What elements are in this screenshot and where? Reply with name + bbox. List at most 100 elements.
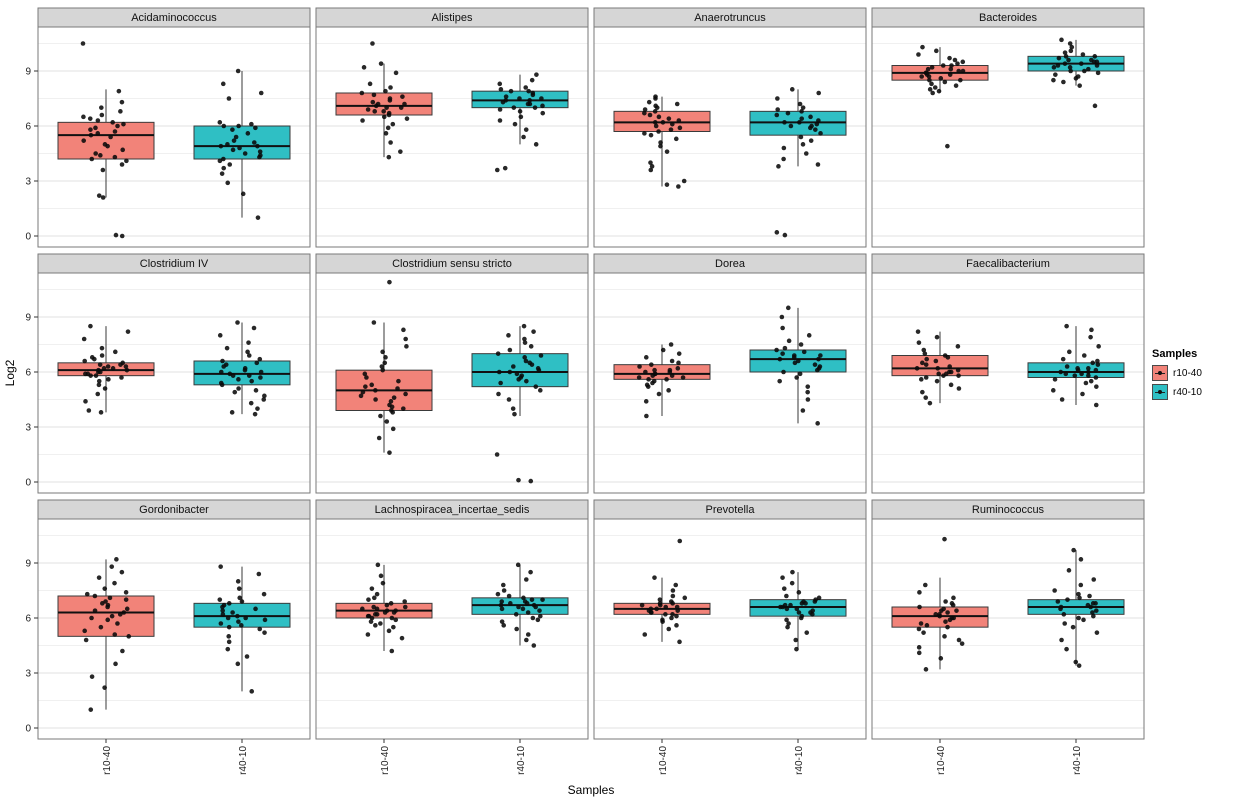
data-point — [236, 619, 241, 624]
data-point — [123, 597, 129, 602]
data-point — [383, 131, 389, 136]
data-point — [1052, 588, 1057, 593]
data-point — [945, 624, 950, 630]
data-point — [226, 639, 232, 645]
data-point — [243, 615, 248, 621]
data-point — [361, 65, 367, 70]
data-point — [218, 143, 224, 149]
data-point — [950, 602, 956, 608]
data-point — [774, 230, 780, 235]
data-point — [1086, 369, 1091, 375]
panel-background — [594, 27, 866, 247]
data-point — [507, 369, 513, 375]
data-point — [248, 400, 254, 406]
data-point — [1095, 358, 1100, 364]
data-point — [123, 364, 129, 369]
points-r10-40 — [81, 323, 131, 415]
data-point — [387, 279, 392, 285]
data-point — [510, 406, 516, 411]
data-point — [402, 599, 407, 604]
data-point — [815, 421, 820, 426]
data-point — [521, 134, 526, 140]
data-point — [93, 125, 98, 131]
data-point — [782, 232, 788, 238]
data-point — [255, 143, 260, 149]
data-point — [1062, 61, 1068, 66]
data-point — [1067, 65, 1073, 70]
data-point — [517, 96, 522, 101]
data-point — [921, 347, 927, 353]
data-point — [774, 347, 779, 353]
plot-area: Acidaminococcus 0 3 6 9 Alistipes Anaerotruncu… — [25, 7, 1145, 775]
data-point — [102, 586, 108, 591]
points-r40-10 — [494, 323, 544, 484]
facet-title: Alistipes — [432, 12, 473, 24]
data-point — [1066, 57, 1071, 63]
data-point — [497, 118, 503, 123]
data-point — [372, 612, 378, 617]
legend-entry-r40-10[interactable]: r40-10 — [1152, 384, 1238, 400]
data-point — [533, 384, 539, 389]
data-point — [663, 604, 669, 610]
data-point — [395, 386, 400, 391]
points-r10-40 — [358, 279, 409, 455]
data-point — [801, 349, 807, 355]
data-point — [784, 617, 789, 623]
data-point — [528, 344, 534, 349]
data-point — [798, 615, 804, 621]
data-point — [794, 606, 800, 612]
data-point — [82, 358, 88, 364]
data-point — [499, 619, 505, 624]
data-point — [916, 626, 922, 632]
data-point — [791, 355, 797, 360]
box-r40-10 — [471, 353, 569, 388]
data-point — [923, 395, 929, 400]
data-point — [1056, 55, 1062, 61]
data-point — [254, 360, 260, 366]
data-point — [796, 590, 802, 595]
legend-entry-r10-40[interactable]: r10-40 — [1152, 365, 1238, 381]
data-point — [121, 610, 127, 615]
x-tick-label: r10-40 — [936, 746, 947, 775]
data-point — [220, 604, 225, 610]
data-point — [923, 375, 929, 380]
data-point — [818, 131, 823, 136]
data-point — [959, 641, 965, 646]
data-point — [237, 145, 242, 151]
data-point — [118, 362, 123, 367]
data-point — [262, 630, 267, 635]
data-point — [498, 602, 504, 608]
data-point — [106, 377, 111, 382]
data-point — [257, 356, 263, 362]
data-point — [942, 634, 947, 639]
data-point — [953, 83, 959, 88]
data-point — [955, 61, 960, 66]
data-point — [643, 355, 649, 360]
data-point — [231, 138, 237, 143]
data-point — [1078, 582, 1084, 588]
data-point — [666, 626, 672, 632]
data-point — [794, 646, 799, 652]
facet-Dorea: Dorea — [593, 253, 867, 494]
data-point — [1055, 599, 1061, 604]
data-point — [1082, 68, 1087, 74]
data-point — [1070, 624, 1076, 630]
data-point — [108, 134, 113, 140]
data-point — [648, 610, 654, 615]
data-point — [1093, 367, 1099, 373]
data-point — [383, 355, 388, 360]
data-point — [920, 44, 925, 50]
data-point — [112, 129, 118, 134]
data-point — [512, 121, 518, 127]
data-point — [84, 591, 90, 597]
data-point — [637, 364, 642, 369]
data-point — [225, 142, 230, 147]
data-point — [516, 604, 521, 610]
data-point — [96, 369, 101, 375]
data-point — [389, 615, 395, 621]
data-point — [1058, 606, 1063, 612]
data-point — [935, 366, 941, 371]
data-point — [676, 118, 682, 123]
data-point — [927, 87, 933, 92]
data-point — [945, 355, 951, 360]
